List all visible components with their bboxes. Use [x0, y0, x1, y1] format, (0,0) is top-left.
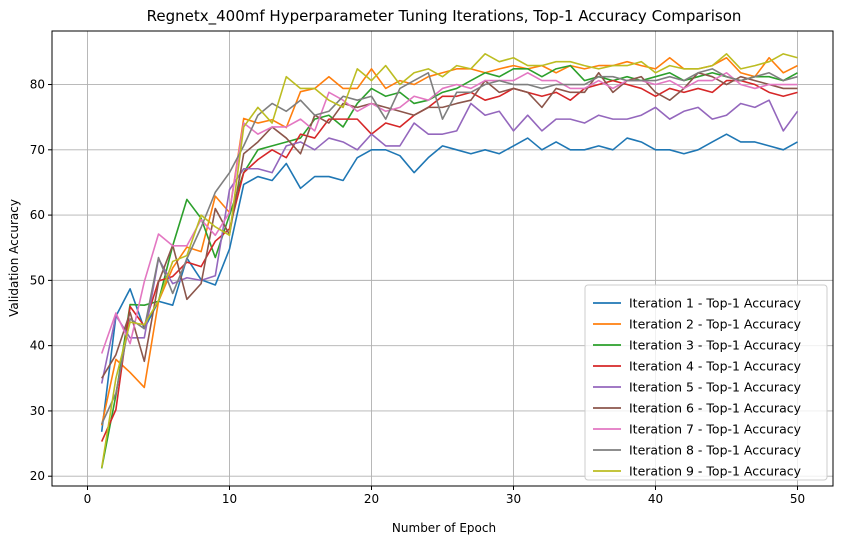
legend-entry: Iteration 9 - Top-1 Accuracy: [629, 464, 802, 479]
legend-entry: Iteration 4 - Top-1 Accuracy: [629, 359, 802, 374]
x-tick-label: 40: [648, 492, 663, 506]
legend-box: [584, 284, 828, 481]
x-tick-label: 0: [84, 492, 92, 506]
y-tick-label: 60: [30, 208, 45, 222]
y-tick-label: 30: [30, 404, 45, 418]
y-tick-label: 40: [30, 339, 45, 353]
y-tick-label: 50: [30, 273, 45, 287]
x-axis-label: Number of Epoch: [392, 521, 496, 535]
x-tick-label: 50: [790, 492, 805, 506]
y-tick-label: 70: [30, 143, 45, 157]
legend-entry: Iteration 5 - Top-1 Accuracy: [629, 380, 802, 395]
legend-entry: Iteration 3 - Top-1 Accuracy: [629, 338, 802, 353]
plot-frame: [51, 30, 834, 487]
legend-entry: Iteration 8 - Top-1 Accuracy: [629, 443, 802, 458]
x-axis-ticks: 0 10 20 30 40 50: [84, 486, 805, 506]
legend-entry: Iteration 6 - Top-1 Accuracy: [629, 401, 802, 416]
y-tick-label: 80: [30, 78, 45, 92]
chart-title: Regnetx_400mf Hyperparameter Tuning Iter…: [147, 7, 742, 26]
series-line-iteration-4: [100, 79, 798, 442]
x-tick-label: 30: [506, 492, 521, 506]
legend-entry: Iteration 2 - Top-1 Accuracy: [629, 317, 802, 332]
series-line-iteration-8: [100, 68, 798, 425]
x-tick-label: 10: [222, 492, 237, 506]
series-line-iteration-9: [100, 53, 798, 468]
legend: Iteration 1 - Top-1 Accuracy Iteration 2 …: [584, 284, 828, 481]
series-line-iteration-5: [100, 99, 799, 384]
series-line-iteration-1: [100, 133, 798, 432]
legend-entry: Iteration 7 - Top-1 Accuracy: [629, 422, 802, 437]
series-lines: [100, 53, 799, 469]
y-axis-label: Validation Accuracy: [7, 199, 21, 317]
x-tick-label: 20: [364, 492, 379, 506]
series-line-iteration-7: [100, 71, 798, 354]
y-tick-label: 20: [30, 469, 45, 483]
y-axis-ticks: 20 30 40 50 60 70 80: [30, 78, 52, 483]
legend-entry: Iteration 1 - Top-1 Accuracy: [629, 296, 802, 311]
